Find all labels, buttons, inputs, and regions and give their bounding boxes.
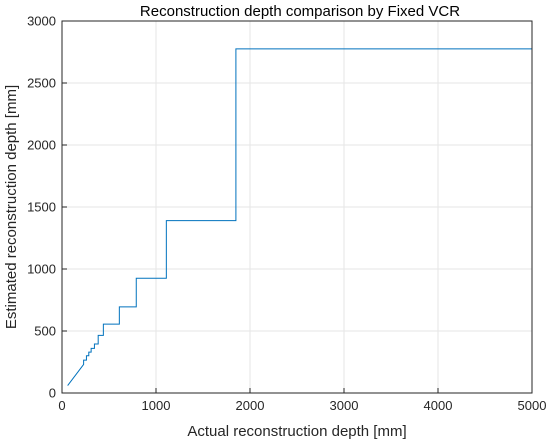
y-tick-label: 2500 (27, 76, 56, 91)
grid-lines (61, 20, 533, 394)
y-tick-label: 1000 (27, 262, 56, 277)
x-tick-label: 0 (58, 398, 65, 413)
plot-area (67, 48, 532, 386)
x-tick-label: 4000 (424, 398, 453, 413)
y-tick-label: 1500 (27, 200, 56, 215)
x-tick-label: 3000 (330, 398, 359, 413)
x-axis-title: Actual reconstruction depth [mm] (187, 423, 406, 440)
series-line (67, 48, 532, 386)
chart-title: Reconstruction depth comparison by Fixed… (140, 3, 460, 20)
y-tick-label: 0 (49, 386, 56, 401)
y-tick-label: 2000 (27, 138, 56, 153)
y-axis-title: Estimated reconstruction depth [mm] (3, 85, 20, 329)
axes-frame (61, 20, 533, 394)
tick-labels: 0 1000 2000 3000 4000 5000 0 500 1000 1500 2000 250… (27, 14, 546, 414)
x-tick-label: 5000 (518, 398, 547, 413)
x-tick-label: 2000 (236, 398, 265, 413)
y-tick-label: 500 (34, 324, 56, 339)
y-tick-label: 3000 (27, 14, 56, 29)
x-tick-label: 1000 (142, 398, 171, 413)
